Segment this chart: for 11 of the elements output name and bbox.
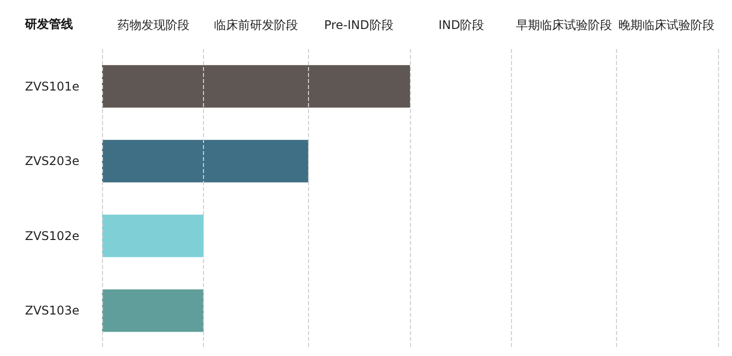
y-tick-label: ZVS102e <box>25 228 80 243</box>
text: 药物发现阶段 <box>117 18 190 32</box>
y-tick-label: ZVS103e <box>25 304 80 318</box>
text: 晚期临床试验阶段 <box>618 18 715 32</box>
y-tick-label: ZVS101e <box>25 79 80 94</box>
text: 临床前研发阶段 <box>214 18 298 32</box>
y-axis-title: 研发管线 <box>24 17 73 31</box>
text: 早期临床试验阶段 <box>516 18 612 32</box>
y-tick-label: ZVS203e <box>25 154 80 168</box>
text: IND阶段 <box>438 18 484 32</box>
text: Pre-IND阶段 <box>324 18 394 32</box>
